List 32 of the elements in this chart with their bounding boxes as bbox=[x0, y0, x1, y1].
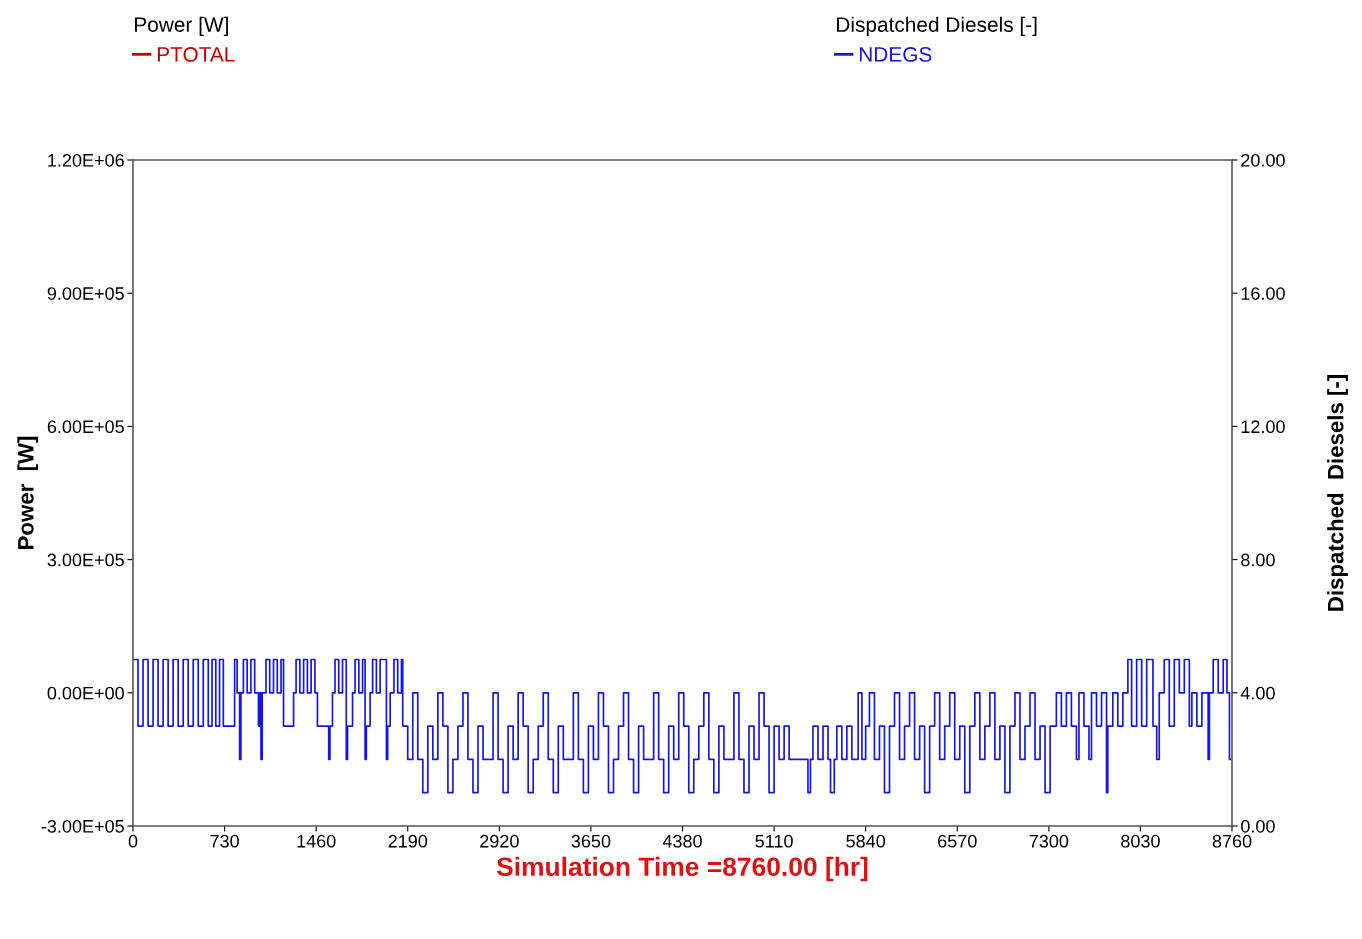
legend-label: NDEGS bbox=[859, 47, 932, 62]
x-tick-label: 7300 bbox=[1029, 834, 1069, 848]
y2-tick-label: 8.00 bbox=[1241, 553, 1275, 567]
y2-tick-label: 4.00 bbox=[1240, 686, 1275, 700]
x-tick-label: 3650 bbox=[571, 834, 611, 848]
y2-tick-label: 12.00 bbox=[1241, 420, 1285, 434]
x-tick-label: 2190 bbox=[388, 834, 428, 848]
x-tick-label: 2920 bbox=[480, 834, 519, 848]
x-tick-label: 0 bbox=[128, 834, 138, 848]
y-tick-label: -3.00E+05 bbox=[41, 819, 124, 833]
x-axis-title: Simulation Time =8760.00 [hr] bbox=[496, 856, 868, 882]
x-tick-label: 1460 bbox=[297, 834, 336, 848]
x-tick-label: 8030 bbox=[1121, 834, 1160, 848]
y-tick-label: 9.00E+05 bbox=[47, 287, 124, 300]
x-tick-label: 8760 bbox=[1212, 834, 1252, 848]
y2-tick-label: 16.00 bbox=[1241, 287, 1285, 300]
y-axis-title: Power [W] bbox=[17, 436, 39, 549]
legend-label: PTOTAL bbox=[157, 47, 235, 62]
y2-axis-title: Dispatched Diesels [-] bbox=[1327, 375, 1348, 611]
y-tick-label: 1.20E+06 bbox=[48, 153, 124, 167]
y-tick-label: 0.00E+00 bbox=[47, 686, 124, 700]
text: Dispatched Diesels [-] bbox=[837, 16, 1037, 37]
x-tick-label: 5110 bbox=[755, 834, 793, 848]
y2-tick-label: 0.00 bbox=[1241, 819, 1275, 833]
y2-tick-label: 20.00 bbox=[1241, 153, 1285, 167]
x-tick-label: 4380 bbox=[662, 834, 702, 848]
x-tick-label: 6570 bbox=[938, 834, 977, 848]
y-tick-label: 3.00E+05 bbox=[47, 553, 124, 567]
x-tick-label: 730 bbox=[210, 834, 239, 848]
y-tick-label: 6.00E+05 bbox=[47, 420, 124, 434]
x-tick-label: 5840 bbox=[846, 834, 886, 848]
text: Power [W] bbox=[135, 16, 228, 37]
